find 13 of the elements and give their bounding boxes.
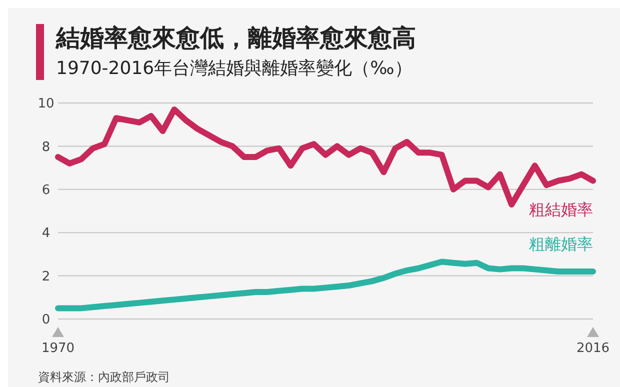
y-tick-label: 0 [42,312,50,328]
source-note: 資料來源：內政部戶政司 [38,370,170,384]
y-tick-label: 4 [42,226,50,242]
y-tick-label: 2 [42,269,50,284]
y-tick-label: 8 [42,140,50,155]
series-label: 粗結婚率 [529,200,593,219]
y-tick-label: 10 [38,96,54,112]
x-tick-label: 2016 [576,341,610,356]
chart-title: 結婚率愈來愈低，離婚率愈來愈高 [55,24,416,52]
x-tick-label: 1970 [41,341,75,356]
chart-subtitle: 1970-2016年台灣結婚與離婚率變化（‰） [56,58,412,79]
series-label: 粗離婚率 [529,234,593,254]
y-tick-label: 6 [42,182,50,198]
